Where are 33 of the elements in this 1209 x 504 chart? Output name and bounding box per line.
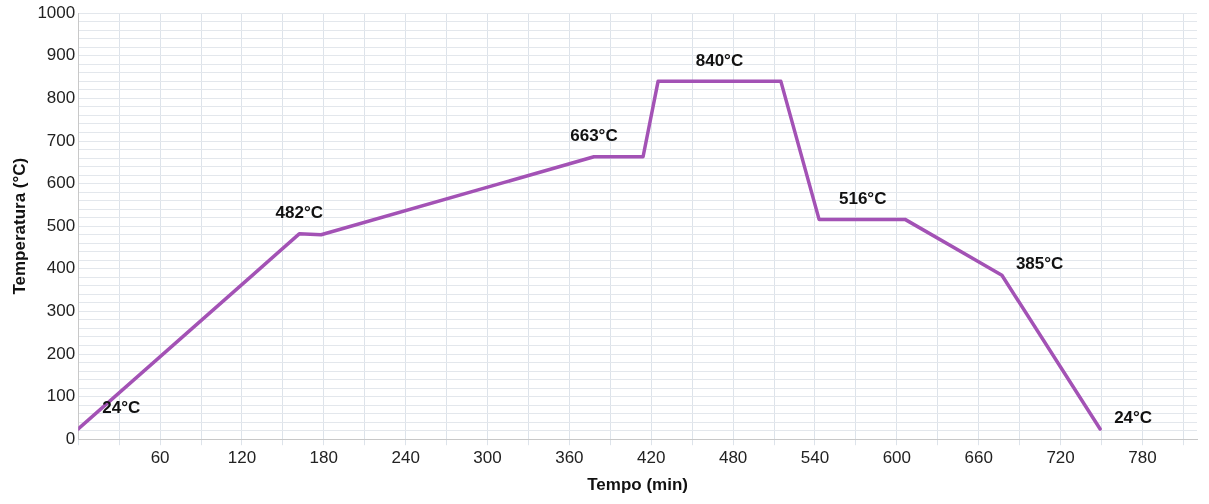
y-tick-label: 700 bbox=[46, 130, 76, 150]
y-tick-label: 100 bbox=[46, 386, 76, 406]
x-tick-label: 780 bbox=[1128, 448, 1157, 468]
annotation: 24°C bbox=[102, 398, 141, 418]
x-axis-title: Tempo (min) bbox=[587, 475, 688, 495]
x-tick-label: 480 bbox=[718, 448, 748, 468]
x-tick-label: 720 bbox=[1046, 448, 1075, 468]
x-tick-label: 180 bbox=[309, 448, 338, 468]
annotation: 840°C bbox=[695, 50, 744, 70]
y-tick-label: 800 bbox=[46, 88, 76, 108]
annotation: 385°C bbox=[1015, 254, 1064, 274]
y-tick-label: 300 bbox=[46, 301, 76, 321]
x-tick-label: 120 bbox=[227, 448, 257, 468]
x-tick-label: 300 bbox=[473, 448, 502, 468]
x-tick-label: 660 bbox=[964, 448, 993, 468]
annotation: 24°C bbox=[1114, 408, 1153, 428]
annotation: 516°C bbox=[839, 188, 887, 208]
y-tick-label: 600 bbox=[46, 173, 76, 193]
x-tick-label: 540 bbox=[800, 448, 830, 468]
y-tick-label: 200 bbox=[46, 343, 76, 363]
x-tick-label: 420 bbox=[637, 448, 666, 468]
x-tick-label: 240 bbox=[391, 448, 420, 468]
y-tick-label: 400 bbox=[46, 258, 76, 278]
annotation: 482°C bbox=[275, 203, 323, 223]
y-tick-label: 1000 bbox=[37, 2, 76, 22]
x-tick-label: 360 bbox=[555, 448, 584, 468]
annotation: 663°C bbox=[570, 125, 618, 145]
y-tick-label: 0 bbox=[65, 428, 76, 448]
y-tick-label: 900 bbox=[46, 45, 76, 65]
x-tick-label: 600 bbox=[882, 448, 912, 468]
x-tick-label: 60 bbox=[150, 448, 170, 468]
y-tick-label: 500 bbox=[46, 215, 76, 235]
y-axis-title: Temperatura (°C) bbox=[9, 157, 29, 295]
